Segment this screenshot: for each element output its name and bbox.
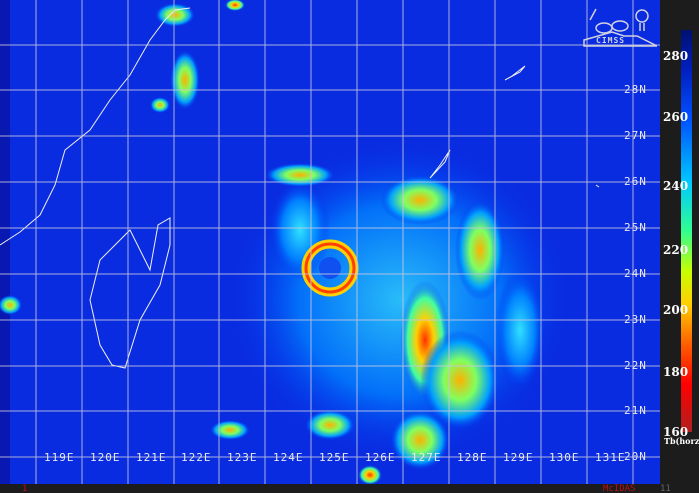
typhoon-eye	[319, 257, 341, 279]
cimss-logo: CIMSS	[582, 6, 658, 50]
longitude-label: 119E	[44, 451, 75, 464]
longitude-label: 125E	[319, 451, 350, 464]
latitude-label: 27N	[624, 129, 647, 142]
longitude-label: 124E	[273, 451, 304, 464]
lat-lon-grid	[0, 0, 660, 484]
longitude-label: 122E	[181, 451, 212, 464]
latitude-label: 20N	[624, 450, 647, 463]
colorbar	[681, 30, 692, 432]
coastlines	[0, 7, 600, 369]
longitude-label: 128E	[457, 451, 488, 464]
latitude-label: 25N	[624, 221, 647, 234]
longitude-label: 123E	[227, 451, 258, 464]
colorbar-tick: 180	[663, 365, 689, 379]
storm-bands	[0, 0, 570, 484]
colorbar-tick: 160	[663, 425, 689, 439]
colorbar-tick: 260	[663, 110, 689, 124]
microwave-satellite-map	[0, 0, 660, 484]
taiwan-outline	[89, 217, 171, 369]
colorbar-tick: 280	[663, 49, 689, 63]
longitude-label: 126E	[365, 451, 396, 464]
latitude-label: 24N	[624, 267, 647, 280]
longitude-label: 120E	[90, 451, 121, 464]
mcidas-label: McIDAS	[603, 484, 636, 493]
longitude-label: 130E	[549, 451, 580, 464]
latitude-label: 28N	[624, 83, 647, 96]
longitude-label: 121E	[136, 451, 167, 464]
longitude-label: 129E	[503, 451, 534, 464]
latitude-label: 22N	[624, 359, 647, 372]
longitude-label: 127E	[411, 451, 442, 464]
latitude-label: 23N	[624, 313, 647, 326]
longitude-label: 131E	[595, 451, 626, 464]
colorbar-unit: Tb(horz)	[664, 436, 699, 446]
frame-number: 1	[22, 484, 28, 493]
logo-text: CIMSS	[596, 36, 626, 45]
colorbar-tick: 200	[663, 303, 689, 317]
latitude-label: 26N	[624, 175, 647, 188]
latitude-label: 21N	[624, 404, 647, 417]
frame-index: 11	[660, 484, 671, 493]
colorbar-tick: 220	[663, 243, 689, 257]
colorbar-tick: 240	[663, 179, 689, 193]
